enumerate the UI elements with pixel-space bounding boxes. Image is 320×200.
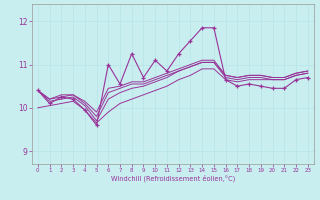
X-axis label: Windchill (Refroidissement éolien,°C): Windchill (Refroidissement éolien,°C) xyxy=(111,175,235,182)
